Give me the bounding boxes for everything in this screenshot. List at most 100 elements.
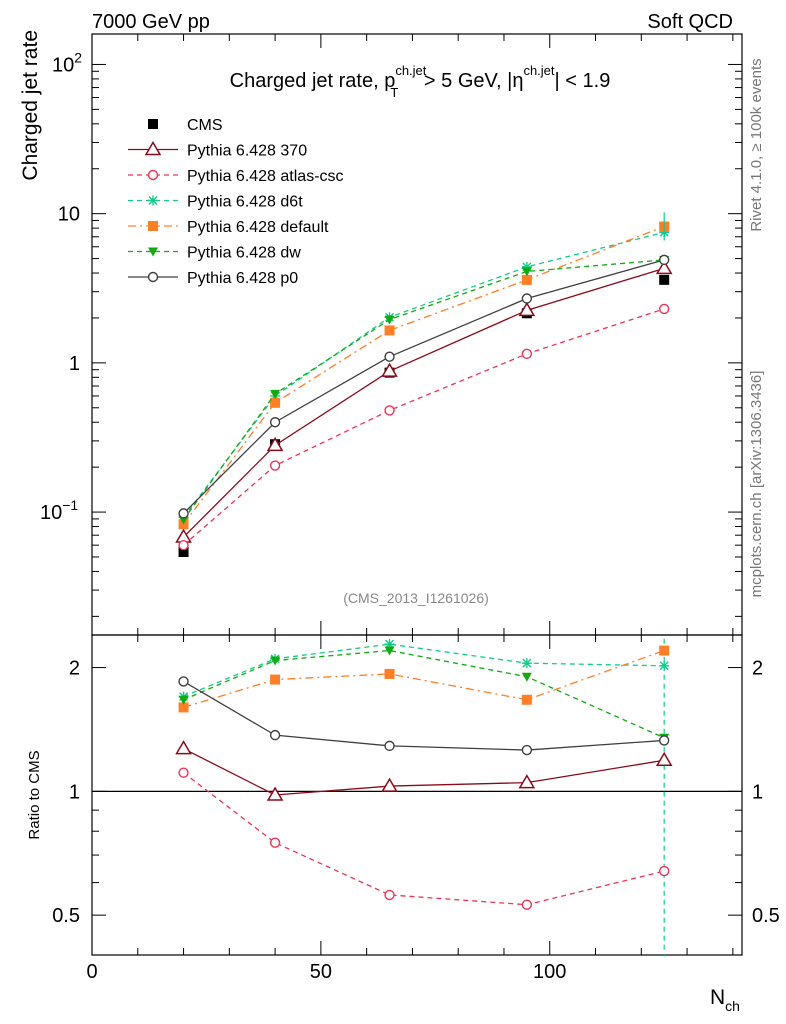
data-point-p370 <box>655 259 673 275</box>
data-point-p0 <box>384 351 395 362</box>
main-y-axis-label: Charged jet rate <box>19 30 42 181</box>
data-point-CMS <box>178 546 189 557</box>
legend-item-CMS: CMS <box>148 117 223 134</box>
legend-marker-CMS <box>148 119 158 129</box>
data-point-CMS <box>659 274 670 285</box>
ratio-point-p370 <box>381 777 398 792</box>
ratio-line-p370 <box>183 748 665 796</box>
legend-marker-default <box>148 221 158 231</box>
legend-label-default: Pythia 6.428 default <box>187 219 329 236</box>
legend-marker-atlas <box>147 169 159 181</box>
legend-marker-dw <box>148 247 158 257</box>
data-point-dw <box>270 389 281 399</box>
ratio-point-default <box>659 645 670 656</box>
data-point-p370 <box>518 301 536 317</box>
ratio-point-p0 <box>384 740 395 752</box>
data-point-p370 <box>381 362 398 377</box>
main-y-tick-label: 102 <box>52 49 82 76</box>
legend-marker-d6t <box>148 195 158 206</box>
series-atlas <box>178 303 670 551</box>
ratio-point-dw <box>178 695 189 705</box>
series-default <box>178 221 670 530</box>
ratio-y-tick-label-right: 1 <box>752 781 763 803</box>
series-line-atlas <box>183 308 665 546</box>
series-line-p370 <box>183 267 665 538</box>
mcplots-credit-label: mcplots.cern.ch [arXiv:1306.3436] <box>748 371 765 598</box>
ratio-point-p0 <box>658 735 670 746</box>
ratio-point-atlas <box>658 865 670 877</box>
legend-item-p370: Pythia 6.428 370 <box>128 141 307 160</box>
ratio-panel-frame <box>91 634 743 956</box>
ratio-point-p0 <box>269 729 281 741</box>
ratio-point-dw <box>384 646 395 656</box>
ratio-point-atlas <box>178 767 189 778</box>
data-point-atlas <box>521 348 533 360</box>
data-point-dw <box>384 315 395 325</box>
ratio-point-default <box>178 702 189 713</box>
ratio-y-tick-label-right: 2 <box>752 658 763 680</box>
data-point-d6t <box>521 261 532 272</box>
data-point-p0 <box>521 293 533 304</box>
ratio-line-atlas <box>183 772 665 906</box>
ratio-point-atlas <box>269 837 281 848</box>
legend-marker-p370 <box>144 141 162 156</box>
ratio-y-tick-label: 1 <box>69 781 80 803</box>
main-y-tick-label: 1 <box>69 353 80 375</box>
x-tick-label: 50 <box>310 961 332 983</box>
series-line-p0 <box>183 259 665 514</box>
analysis-watermark: (CMS_2013_I1261026) <box>343 590 489 606</box>
ratio-point-atlas <box>521 899 533 910</box>
data-point-p0 <box>658 254 670 266</box>
legend-item-default: Pythia 6.428 default <box>128 219 329 236</box>
ratio-point-p0 <box>521 744 533 756</box>
legend-label-CMS: CMS <box>187 117 223 134</box>
legend-item-dw: Pythia 6.428 dw <box>128 245 301 262</box>
ratio-line-p0 <box>183 680 665 751</box>
ratio-point-p370 <box>175 740 192 755</box>
ratio-line-default <box>183 649 665 709</box>
ratio-point-p0 <box>178 676 189 687</box>
ratio-point-dw <box>270 656 281 666</box>
ratio-point-d6t <box>659 660 670 671</box>
ratio-series-p0 <box>178 676 670 756</box>
legend-label-p370: Pythia 6.428 370 <box>187 143 307 160</box>
ratio-point-p370 <box>518 774 536 789</box>
ratio-series-default <box>178 645 670 713</box>
legend-item-d6t: Pythia 6.428 d6t <box>128 194 303 211</box>
data-point-atlas <box>178 539 189 551</box>
x-tick-label: 0 <box>86 961 97 983</box>
data-point-dw <box>521 267 532 277</box>
data-point-default <box>521 274 532 285</box>
x-axis-label: Nch <box>710 986 740 1014</box>
header-category-label: Soft QCD <box>647 11 733 33</box>
data-point-p0 <box>269 417 281 428</box>
data-point-p370 <box>266 436 284 452</box>
ratio-point-default <box>270 674 281 685</box>
data-point-atlas <box>384 405 395 416</box>
ratio-point-atlas <box>384 889 395 901</box>
main-y-tick-label: 10−1 <box>40 497 78 524</box>
x-tick-label: 100 <box>533 961 566 983</box>
ratio-point-default <box>521 694 532 705</box>
data-point-p0 <box>178 508 189 519</box>
legend-label-d6t: Pythia 6.428 d6t <box>187 194 303 211</box>
ratio-line-d6t <box>183 643 665 698</box>
ratio-series-atlas <box>178 767 670 910</box>
data-point-atlas <box>658 303 670 315</box>
ratio-series-p370 <box>175 740 673 801</box>
legend-item-p0: Pythia 6.428 p0 <box>128 270 298 287</box>
main-plot-title: Charged jet rate, pch.jet T > 5 GeV, |ηch… <box>230 63 611 100</box>
data-point-atlas <box>269 460 281 471</box>
series-line-dw <box>183 259 665 521</box>
ratio-y-axis-label: Ratio to CMS <box>26 750 43 839</box>
legend-label-atlas: Pythia 6.428 atlas-csc <box>187 168 344 185</box>
ratio-point-d6t <box>384 639 395 650</box>
ratio-series-dw <box>178 646 670 743</box>
ratio-point-d6t <box>521 658 532 669</box>
ratio-point-p370 <box>266 786 284 801</box>
ratio-line-dw <box>183 649 665 739</box>
data-point-default <box>270 397 281 408</box>
series-p370 <box>175 259 673 543</box>
legend-label-dw: Pythia 6.428 dw <box>187 245 301 262</box>
